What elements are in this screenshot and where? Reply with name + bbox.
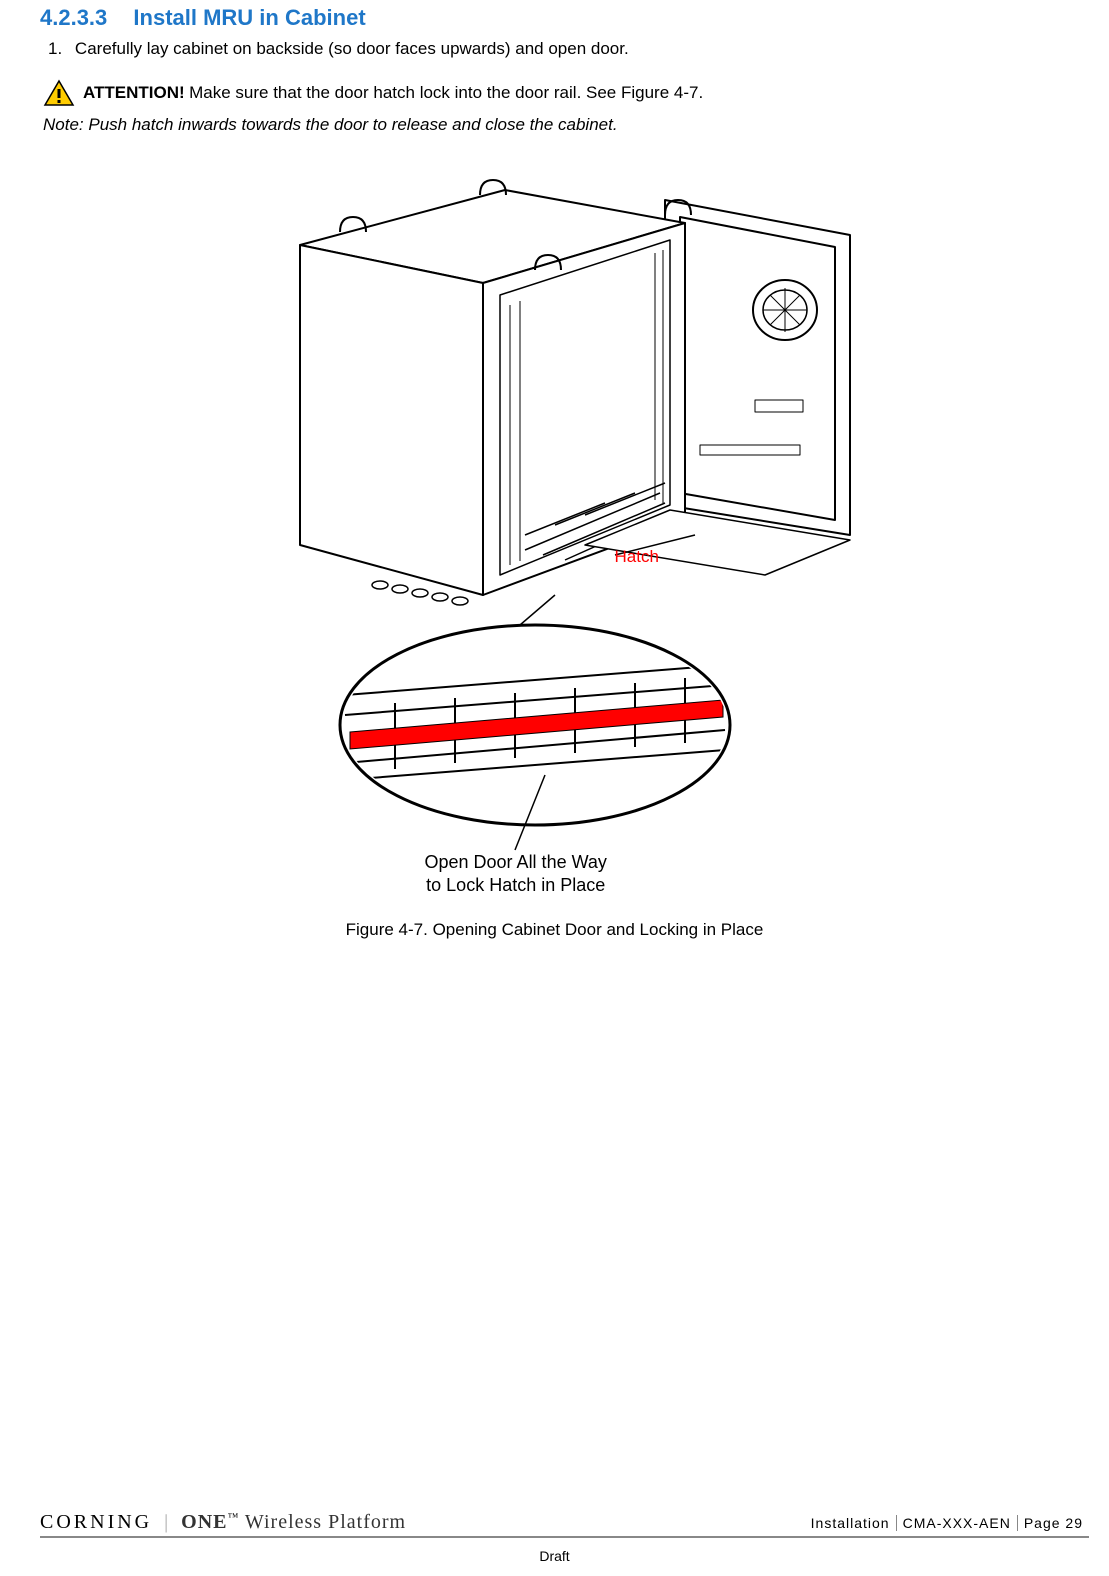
section-heading: 4.2.3.3 Install MRU in Cabinet (40, 5, 1069, 31)
section-number: 4.2.3.3 (40, 5, 107, 31)
cabinet-illustration: Hatch Open Door All the Way to Lock Hatc… (225, 155, 885, 905)
section-title: Install MRU in Cabinet (133, 5, 365, 30)
step-1: 1. Carefully lay cabinet on backside (so… (48, 39, 1069, 59)
brand-one: ONE (181, 1511, 227, 1533)
brand-platform: Wireless Platform (245, 1511, 406, 1533)
detail-label-line1: Open Door All the Way (425, 852, 607, 872)
note-text: Note: Push hatch inwards towards the doo… (43, 115, 1069, 135)
footer-page: Page 29 (1017, 1515, 1089, 1531)
detail-label-line2: to Lock Hatch in Place (426, 875, 605, 895)
figure-caption: Figure 4-7. Opening Cabinet Door and Loc… (40, 920, 1069, 940)
hatch-label: Hatch (615, 547, 659, 567)
footer-meta: Installation CMA-XXX-AEN Page 29 (805, 1515, 1089, 1531)
footer-section: Installation (805, 1515, 896, 1531)
step-description: Carefully lay cabinet on backside (so do… (75, 39, 629, 58)
detail-label: Open Door All the Way to Lock Hatch in P… (425, 851, 607, 898)
step-number: 1. (48, 39, 62, 59)
brand-tm: ™ (227, 1511, 239, 1523)
draft-label: Draft (539, 1548, 569, 1564)
attention-text: Make sure that the door hatch lock into … (189, 83, 703, 102)
brand-corning: CORNING (40, 1511, 152, 1533)
footer-doc-id: CMA-XXX-AEN (896, 1515, 1017, 1531)
attention-block: ATTENTION! Make sure that the door hatch… (43, 79, 1069, 107)
attention-label: ATTENTION! (83, 83, 185, 102)
page-footer: CORNING | ONE™ Wireless Platform Install… (40, 1511, 1089, 1538)
warning-icon (43, 79, 75, 107)
figure-container: Hatch Open Door All the Way to Lock Hatc… (40, 155, 1069, 940)
footer-brand: CORNING | ONE™ Wireless Platform (40, 1511, 406, 1534)
